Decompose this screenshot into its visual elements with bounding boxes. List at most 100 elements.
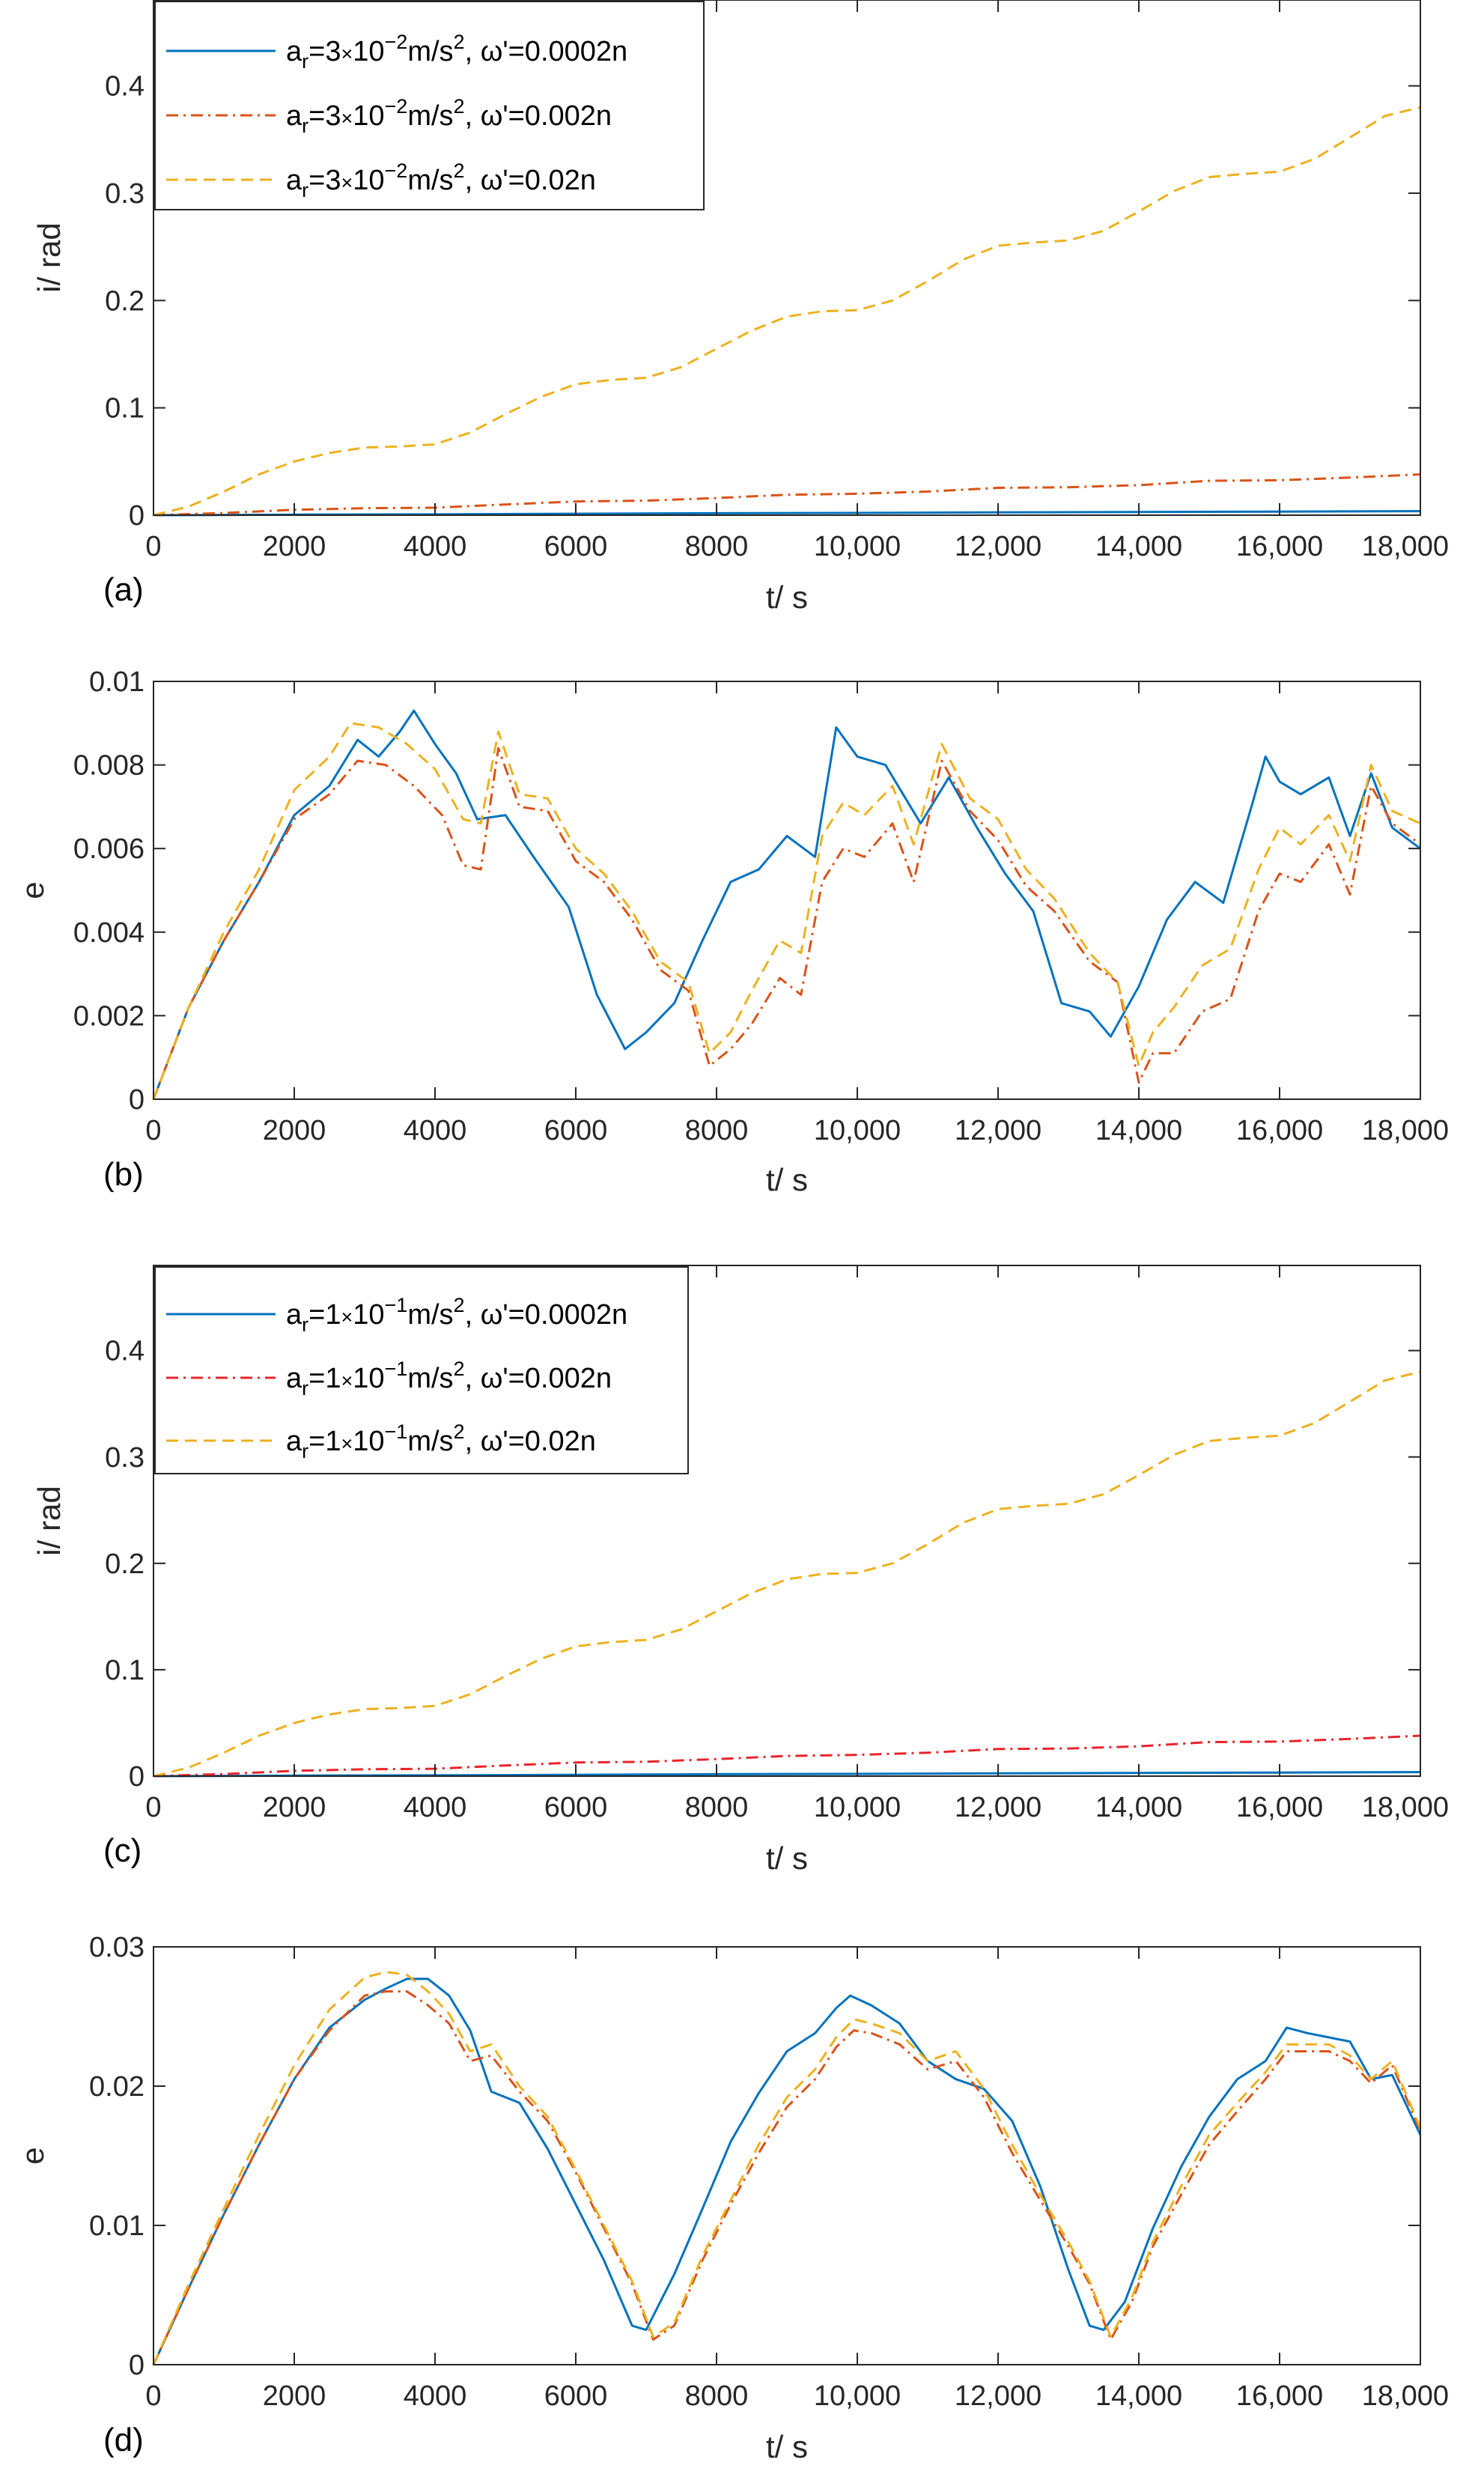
panel-d-x-ticks: 0 2000 4000 6000 8000 10,000 12,000 14,000 16,00…: [145, 1947, 1449, 2412]
x-tick-label: 10,000: [814, 1792, 901, 1823]
x-tick-label: 16,000: [1236, 531, 1323, 562]
x-tick-label: 14,000: [1095, 2380, 1182, 2412]
series-line-3: [153, 106, 1421, 517]
x-tick-label: 0: [145, 1792, 161, 1823]
x-tick-label: 6000: [544, 1792, 608, 1823]
panel-a-legend-box: [154, 1, 705, 210]
panel-a-xlabel: t/ s: [766, 580, 808, 615]
panel-d-frame: [153, 1946, 1421, 2365]
y-tick-label: 0.3: [105, 1442, 145, 1474]
x-tick-label: 2000: [263, 531, 326, 562]
panel-a-frame: [153, 0, 1421, 516]
x-tick-label: 14,000: [1095, 531, 1182, 562]
legend-label: ar=1×10−1m/s2, ω'=0.02n: [286, 1420, 596, 1462]
x-tick-label: 14,000: [1095, 1792, 1182, 1823]
panel-b-xlabel: t/ s: [766, 1162, 808, 1197]
panel-c-legend-box: [154, 1266, 689, 1474]
legend-label: ar=3×10−2m/s2, ω'=0.002n: [286, 95, 612, 137]
y-tick-label: 0.01: [89, 666, 145, 698]
legend-entry: ar=3×10−2m/s2, ω'=0.0002n: [166, 31, 627, 73]
y-tick-label: 0.4: [105, 71, 145, 103]
panel-c-frame: [153, 1265, 1421, 1777]
y-tick-label: 0.2: [105, 1548, 145, 1580]
y-tick-label: 0.008: [73, 750, 145, 782]
x-tick-label: 10,000: [814, 1115, 901, 1146]
x-tick-label: 16,000: [1236, 1792, 1323, 1823]
x-tick-label: 14,000: [1095, 1115, 1182, 1146]
x-tick-label: 6000: [544, 531, 608, 562]
x-tick-label: 18,000: [1362, 531, 1449, 562]
panel-b-frame: [153, 681, 1421, 1100]
legend-label: ar=3×10−2m/s2, ω'=0.02n: [286, 159, 596, 201]
x-tick-label: 8000: [685, 1115, 749, 1146]
y-tick-label: 0: [129, 500, 145, 532]
panel-d-series: [152, 1971, 1422, 2365]
y-tick-label: 0.3: [105, 178, 145, 210]
x-tick-label: 12,000: [955, 531, 1041, 562]
series-line-2: [153, 1734, 1421, 1778]
panel-d-ylabel: e: [15, 2147, 50, 2164]
y-tick-label: 0.1: [105, 393, 145, 425]
panel-d: 0 0.01 0.02 0.03 0 2000 4000 6000 8000 10,000 12,…: [15, 1932, 1449, 2464]
y-tick-label: 0.02: [89, 2071, 145, 2103]
x-tick-label: 8000: [685, 2380, 749, 2412]
x-tick-label: 4000: [404, 1792, 467, 1823]
x-tick-label: 4000: [404, 531, 467, 562]
legend-entry: ar=1×10−1m/s2, ω'=0.002n: [166, 1358, 612, 1399]
x-tick-label: 6000: [544, 2380, 608, 2412]
legend-entry: ar=3×10−2m/s2, ω'=0.002n: [166, 95, 612, 137]
y-tick-label: 0.2: [105, 285, 145, 317]
panel-c-legend: ar=1×10−1m/s2, ω'=0.0002n ar=1×10−1m/s2,…: [154, 1266, 689, 1474]
panel-b-x-ticks: 0 2000 4000 6000 8000 10,000 12,000 14,000 16,00…: [145, 681, 1449, 1146]
x-tick-label: 6000: [544, 1115, 608, 1146]
x-tick-label: 8000: [685, 531, 749, 562]
series-line-3: [152, 1971, 1422, 2365]
x-tick-label: 2000: [263, 1115, 326, 1146]
panel-c-ylabel: i/ rad: [31, 1486, 67, 1555]
panel-a-legend: ar=3×10−2m/s2, ω'=0.0002n ar=3×10−2m/s2,…: [154, 1, 705, 210]
panel-a-y-ticks: 0 0.1 0.2 0.3 0.4: [105, 71, 1420, 532]
legend-entry: ar=1×10−1m/s2, ω'=0.02n: [166, 1420, 596, 1462]
panel-d-label: (d): [103, 2422, 144, 2458]
x-tick-label: 10,000: [814, 2380, 901, 2412]
legend-entry: ar=1×10−1m/s2, ω'=0.0002n: [166, 1294, 627, 1336]
panel-b-label: (b): [103, 1156, 144, 1193]
y-tick-label: 0.006: [73, 833, 145, 865]
x-tick-label: 4000: [404, 2380, 467, 2412]
x-tick-label: 16,000: [1236, 1115, 1323, 1146]
x-tick-label: 18,000: [1362, 1115, 1449, 1146]
panel-d-plot-area: [153, 1947, 1420, 2365]
legend-label: ar=3×10−2m/s2, ω'=0.0002n: [286, 31, 627, 73]
y-tick-label: 0.03: [89, 1932, 145, 1963]
panel-d-xlabel: t/ s: [766, 2429, 808, 2464]
panel-c-x-ticks: 0 2000 4000 6000 8000 10,000 12,000 14,000 16,00…: [145, 1265, 1449, 1823]
panel-a-label: (a): [103, 571, 144, 608]
series-line-1: [152, 709, 1421, 1100]
x-tick-label: 4000: [404, 1115, 467, 1146]
y-tick-label: 0: [129, 1084, 145, 1116]
panel-c: 0 0.1 0.2 0.3 0.4 0 2000 4000 6000 8000 10,000 12,…: [31, 1265, 1449, 1876]
y-tick-label: 0.004: [73, 917, 145, 949]
panel-b-y-ticks: 0 0.002 0.004 0.006 0.008 0.01: [73, 666, 1420, 1116]
x-tick-label: 16,000: [1236, 2380, 1323, 2412]
panel-a-x-ticks: 0 2000 4000 6000 8000 10,000 12,000 14,000 16,00…: [145, 0, 1449, 562]
panel-b-plot-area: [153, 681, 1420, 1099]
panel-a: 0 0.1 0.2 0.3 0.4 0 2000 4000 6000 8000 10,000 12,…: [31, 0, 1449, 615]
x-tick-label: 2000: [263, 2380, 326, 2412]
series-line-2: [152, 1990, 1422, 2365]
panel-b-series: [152, 709, 1421, 1100]
x-tick-label: 2000: [263, 1792, 326, 1823]
x-tick-label: 10,000: [814, 531, 901, 562]
x-tick-label: 0: [145, 2380, 161, 2412]
panel-b-ylabel: e: [15, 881, 50, 899]
x-tick-label: 18,000: [1362, 1792, 1449, 1823]
panel-a-ylabel: i/ rad: [31, 222, 67, 292]
panel-c-label: (c): [103, 1832, 142, 1869]
panel-d-y-ticks: 0 0.01 0.02 0.03: [89, 1932, 1420, 2381]
series-line-3: [152, 722, 1421, 1100]
x-tick-label: 12,000: [955, 1115, 1041, 1146]
y-tick-label: 0.01: [89, 2210, 145, 2242]
x-tick-label: 0: [145, 1115, 161, 1146]
x-tick-label: 18,000: [1362, 2380, 1449, 2412]
